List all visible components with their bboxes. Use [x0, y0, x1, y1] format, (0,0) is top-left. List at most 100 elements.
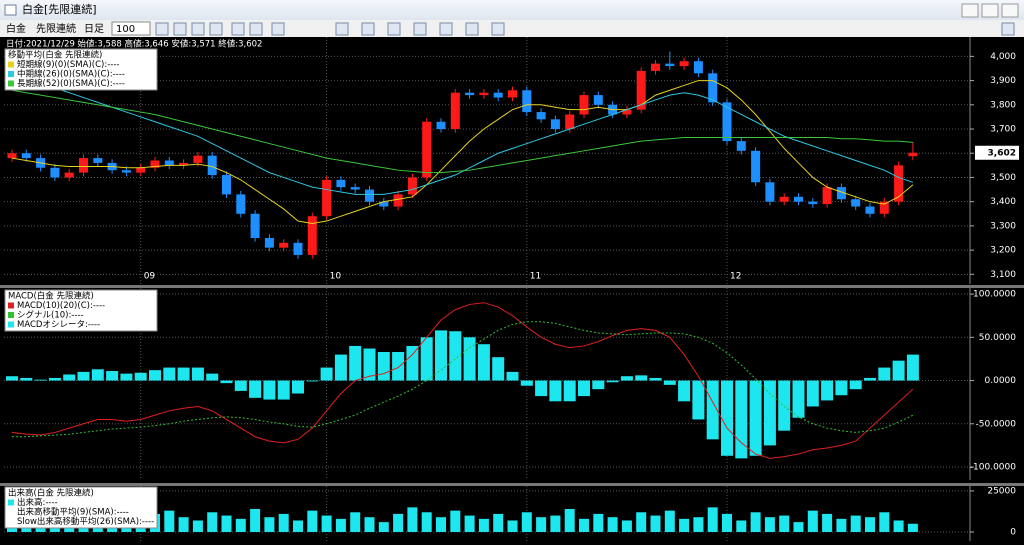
count-input[interactable]: [111, 21, 151, 36]
candle-body: [822, 187, 832, 205]
oscillator-bar: [749, 380, 762, 456]
volume-bar: [822, 513, 833, 532]
oscillator-bar: [120, 373, 133, 381]
candle-body: [651, 63, 660, 71]
oscillator-bar: [835, 380, 848, 396]
candle-body: [508, 90, 517, 98]
candle-body: [794, 196, 803, 202]
oscillator-bar: [592, 380, 605, 390]
oscillator-bar: [191, 367, 204, 381]
oscillator-bar: [864, 377, 876, 381]
legend-swatch: [8, 312, 14, 318]
oscillator-bar: [177, 367, 190, 381]
y-tick-label: 3,800: [990, 100, 1016, 110]
volume-bar: [478, 518, 489, 532]
candle-body: [908, 152, 918, 157]
legend-title: 出来高(白金 先限連続): [8, 488, 94, 499]
candle-body: [436, 121, 446, 130]
oscillator-bar: [392, 352, 405, 381]
minimize-button[interactable]: [961, 3, 979, 18]
volume-bar: [307, 510, 318, 532]
volume-bar: [650, 515, 661, 532]
oscillator-bar: [620, 376, 633, 381]
oscillator-bar: [277, 380, 290, 400]
candle-body: [365, 189, 374, 202]
oscillator-bar: [763, 380, 776, 446]
candle-body: [679, 61, 689, 67]
x-tick-label: 11: [530, 272, 541, 282]
oscillator-bar: [721, 380, 733, 456]
oscillator-bar: [149, 370, 161, 381]
legend-entry: 長期線(52)(0)(SMA)(C):----: [17, 78, 125, 89]
volume-bar: [378, 522, 389, 532]
oscillator-bar: [821, 380, 834, 401]
legend-box: [4, 486, 158, 529]
candle-body: [322, 179, 332, 217]
y-tick-label: 3,500: [990, 173, 1016, 183]
candle-body: [479, 92, 489, 96]
oscillator-bar: [463, 337, 476, 381]
y-tick-label: 3,900: [990, 76, 1016, 86]
oscillator-bar: [63, 374, 76, 381]
candle-body: [836, 187, 846, 200]
legend-swatch: [8, 499, 14, 506]
y-tick-label: 50.0000: [979, 333, 1016, 343]
legend-swatch: [8, 71, 14, 77]
oscillator-bar: [48, 377, 61, 381]
volume-bar: [207, 512, 218, 532]
contract-menu[interactable]: 先限連続: [36, 22, 76, 35]
oscillator-bar: [349, 345, 362, 381]
candle-body: [264, 237, 274, 248]
volume-bar: [707, 507, 718, 532]
candle-body: [622, 109, 632, 115]
volume-bar: [293, 520, 303, 532]
indicator-line: [11, 80, 914, 224]
candle-body: [693, 61, 703, 74]
oscillator-bar: [535, 380, 548, 397]
legend-box: [4, 289, 158, 332]
volume-bar: [436, 517, 446, 532]
oscillator-bar: [735, 380, 748, 459]
candle-body: [565, 114, 575, 130]
candle-body: [665, 63, 675, 67]
candle-body: [736, 141, 746, 151]
volume-bar: [221, 515, 232, 532]
volume-bar: [507, 520, 518, 532]
symbol-menu[interactable]: 白金: [6, 22, 26, 35]
volume-bar: [865, 517, 875, 532]
candle-body: [121, 170, 131, 173]
close-button[interactable]: [1001, 3, 1019, 18]
candle-body: [164, 160, 174, 166]
oscillator-bar: [77, 371, 90, 381]
volume-bar: [764, 517, 775, 532]
oscillator-bar: [849, 380, 862, 390]
period-menu[interactable]: 日足: [84, 23, 104, 35]
volume-bar: [636, 512, 647, 532]
oscillator-bar: [663, 380, 676, 385]
legend-swatch: [8, 61, 14, 68]
volume-bar: [335, 518, 346, 532]
panel-separator: [0, 285, 1024, 288]
candle-body: [636, 70, 646, 110]
oscillator-bar: [406, 345, 419, 381]
candle-body: [307, 216, 317, 255]
ohlc-info: 日付:2021/12/29 始値:3,588 高値:3,646 安値:3,571…: [6, 39, 262, 50]
oscillator-bar: [106, 371, 119, 381]
legend-entry: MACD(10)(20)(C):----: [17, 301, 105, 311]
oscillator-bar: [206, 373, 219, 381]
maximize-button[interactable]: [981, 3, 999, 18]
candle-body: [593, 95, 603, 105]
volume-bar: [521, 512, 532, 532]
toolbar-icons[interactable]: [155, 22, 1015, 36]
volume-bar: [593, 513, 604, 532]
legend-swatch: [8, 302, 14, 309]
volume-bar: [393, 513, 404, 532]
oscillator-bar: [649, 377, 662, 381]
oscillator-bar: [635, 375, 648, 381]
volume-bar: [278, 513, 289, 532]
oscillator-bar: [892, 360, 905, 381]
volume-bar: [564, 508, 575, 532]
legend-box: [4, 48, 158, 91]
oscillator-bar: [449, 331, 462, 381]
